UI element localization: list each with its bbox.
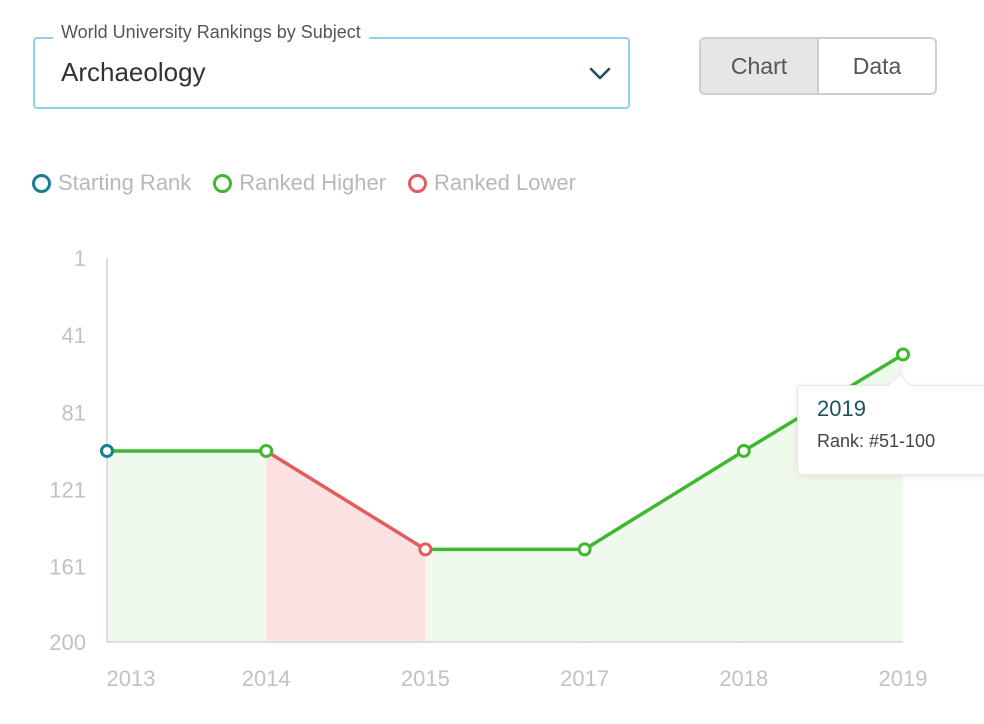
legend-item-ranked-higher: Ranked Higher	[213, 170, 386, 196]
y-tick-label: 200	[49, 630, 86, 655]
area-segment	[584, 450, 744, 642]
x-tick-label: 2019	[879, 666, 928, 691]
data-view-button[interactable]: Data	[852, 52, 902, 79]
data-point	[100, 443, 114, 458]
chart-tooltip: 2019 Rank: #51-100	[797, 373, 984, 475]
view-toggle: Chart Data	[699, 37, 937, 95]
series-line-segment	[264, 449, 428, 552]
chart-legend: Starting Rank Ranked Higher Ranked Lower	[32, 170, 598, 196]
y-tick-label: 161	[49, 555, 86, 580]
x-tick-label: 2014	[242, 666, 291, 691]
ranked-lower-marker-icon	[408, 173, 428, 193]
data-point	[736, 443, 751, 458]
tooltip-year: 2019	[817, 396, 866, 421]
area-segment	[266, 450, 426, 642]
area-segment	[107, 450, 267, 642]
data-point	[577, 542, 592, 557]
x-tick-label: 2015	[401, 666, 450, 691]
legend-label-starting-rank: Starting Rank	[58, 170, 192, 195]
subject-select-label: World University Rankings by Subject	[53, 22, 369, 43]
chart-view-button[interactable]: Chart	[701, 39, 819, 93]
subject-select[interactable]: World University Rankings by Subject Arc…	[33, 22, 630, 109]
data-point	[259, 443, 274, 458]
x-tick-label: 2017	[560, 666, 609, 691]
legend-label-ranked-lower: Ranked Lower	[434, 170, 576, 195]
legend-label-ranked-higher: Ranked Higher	[239, 170, 387, 195]
starting-rank-marker-icon	[32, 173, 51, 193]
x-tick-label: 2018	[719, 666, 768, 691]
subject-select-value: Archaeology	[61, 57, 206, 87]
tooltip-rank: Rank: #51-100	[817, 431, 936, 451]
y-tick-label: 121	[49, 478, 86, 503]
y-tick-label: 1	[74, 246, 86, 271]
y-tick-label: 41	[62, 323, 86, 348]
y-tick-label: 81	[62, 400, 86, 425]
area-segment	[425, 549, 585, 642]
chevron-down-icon	[589, 67, 611, 80]
data-point	[896, 347, 910, 362]
series-line-segment	[582, 449, 746, 552]
legend-item-ranked-lower: Ranked Lower	[408, 170, 576, 196]
legend-item-starting-rank: Starting Rank	[32, 170, 191, 196]
x-tick-label: 2013	[107, 666, 156, 691]
ranked-higher-marker-icon	[213, 173, 233, 193]
data-point	[418, 542, 433, 557]
